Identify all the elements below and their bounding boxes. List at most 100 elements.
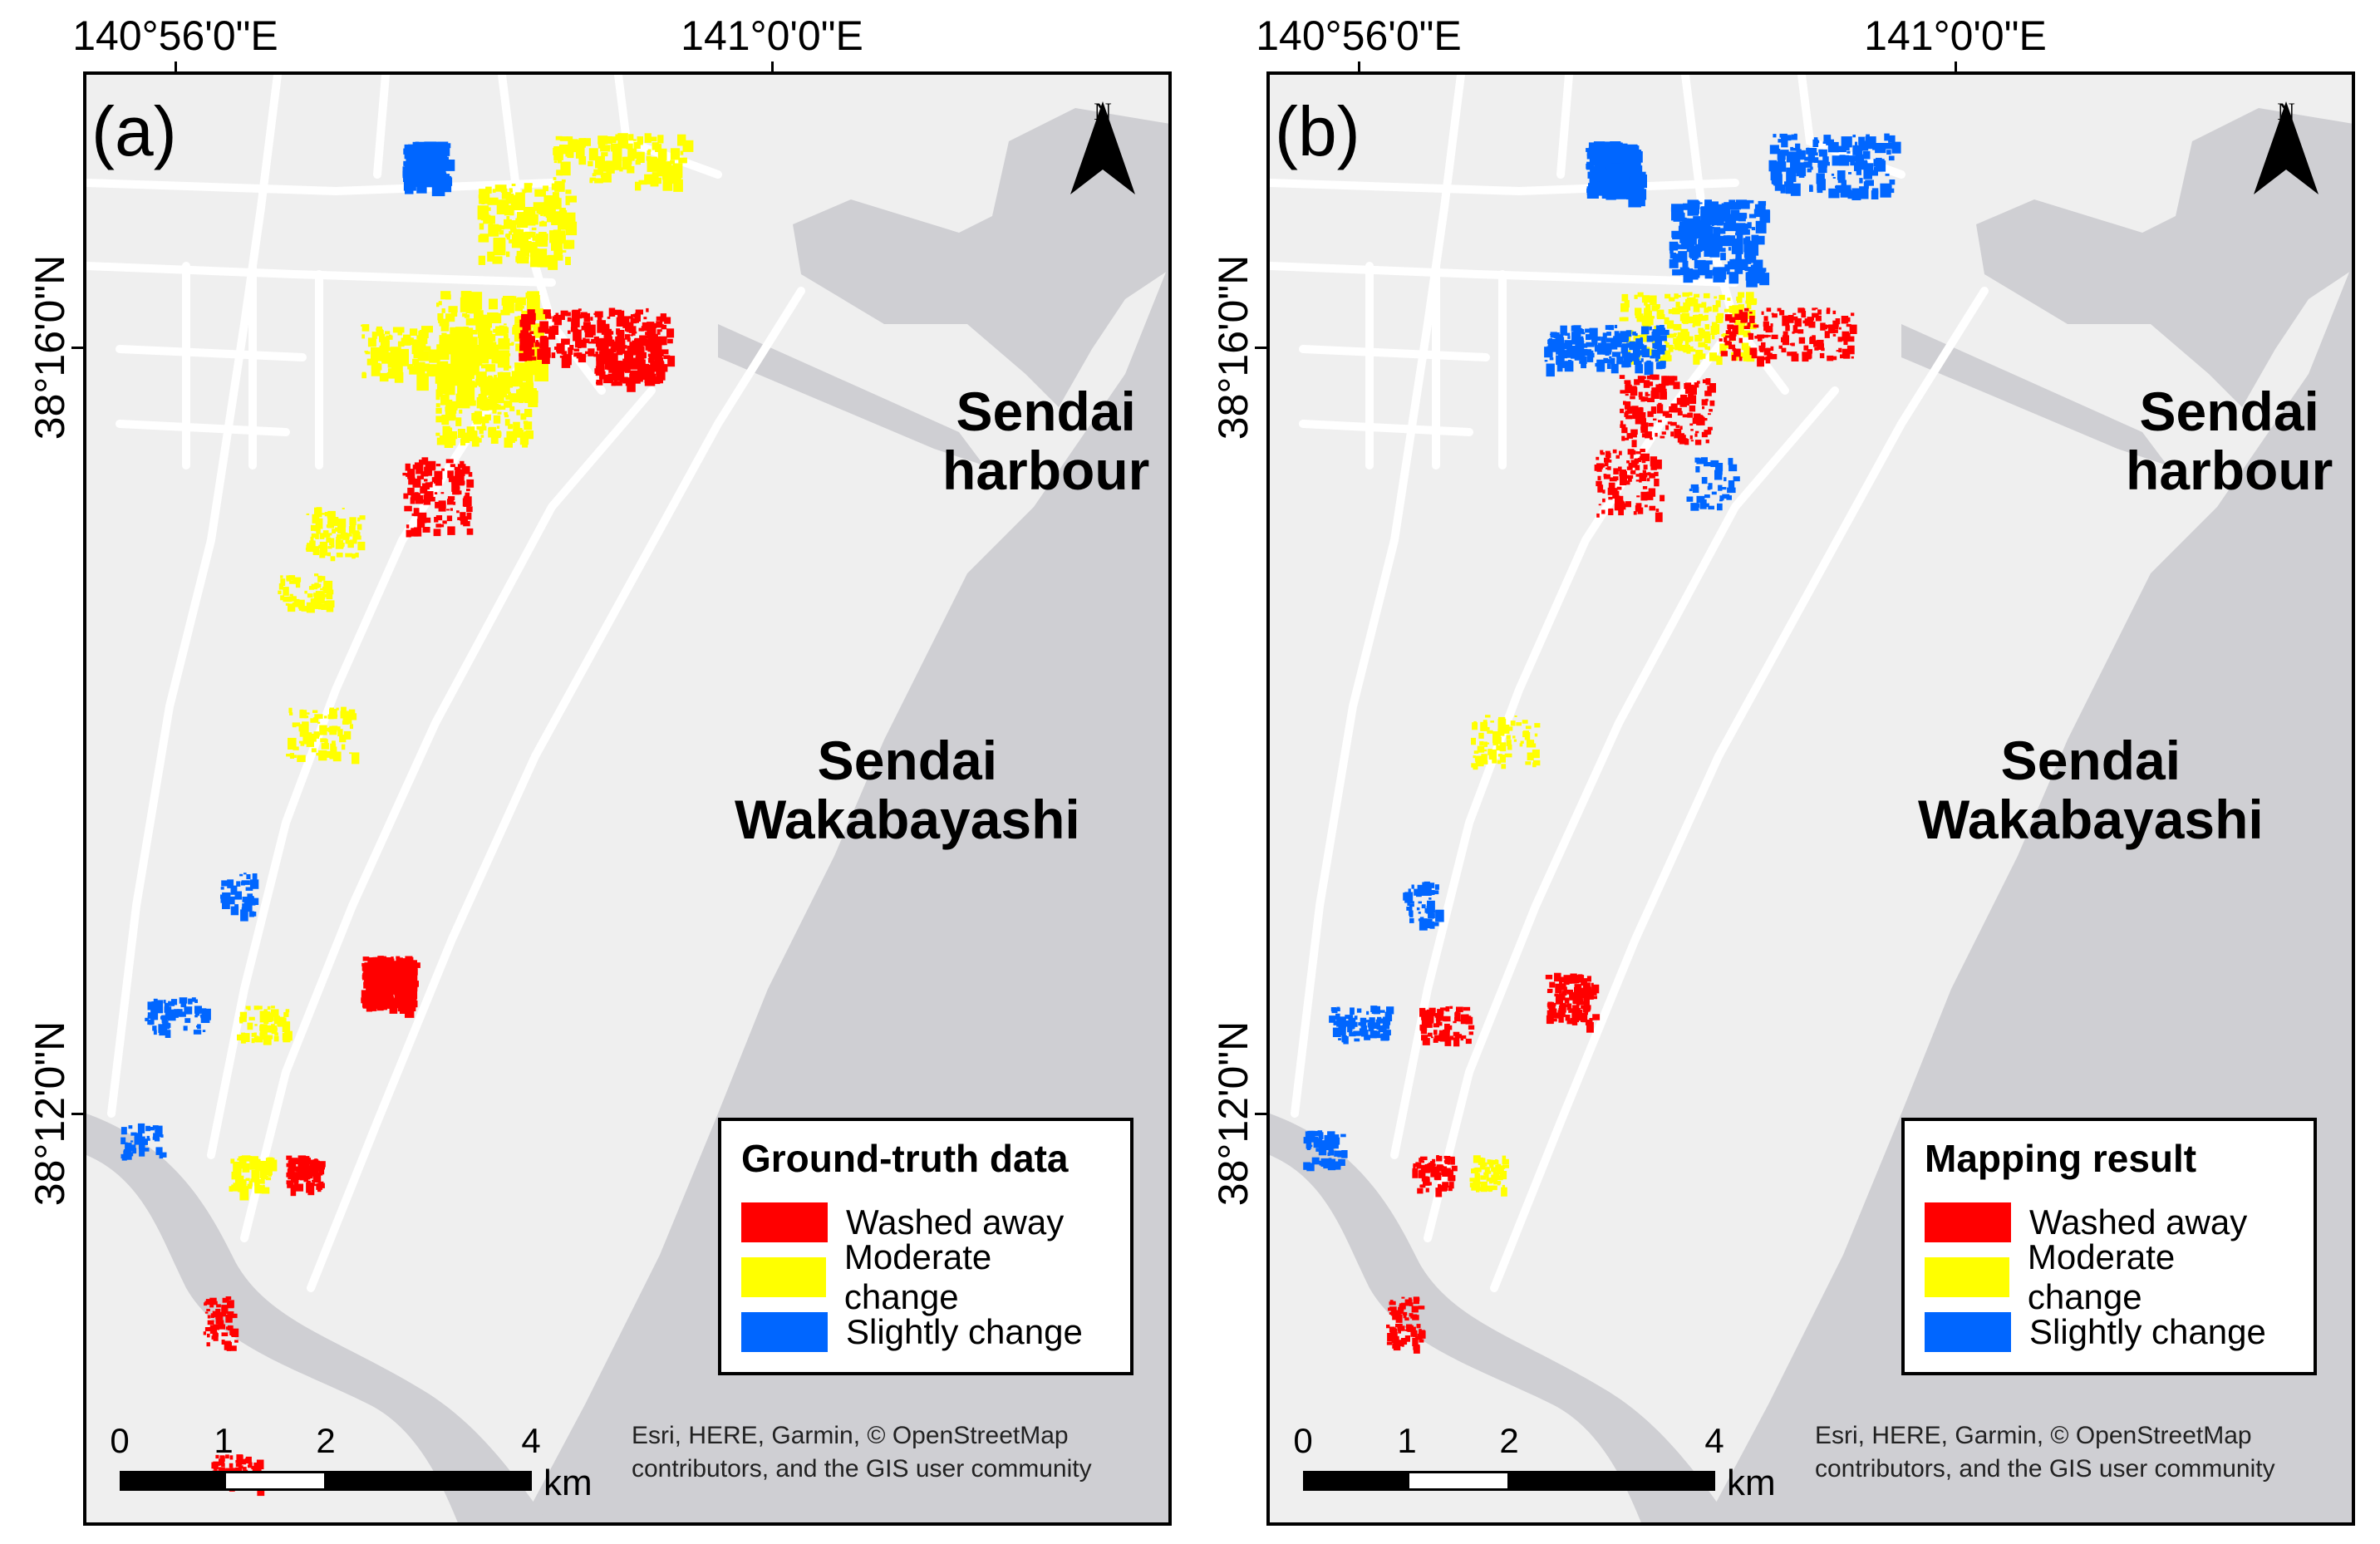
damaged-building-slightly-change <box>1409 903 1414 907</box>
damaged-building-washed-away <box>1840 354 1846 359</box>
damaged-building-slightly-change <box>1407 902 1410 906</box>
damaged-building-slightly-change <box>1696 274 1700 278</box>
damaged-building-washed-away <box>1412 1326 1416 1331</box>
damaged-building-moderate-change <box>367 337 376 347</box>
damaged-building-moderate-change <box>326 750 333 758</box>
damaged-building-washed-away <box>424 479 428 482</box>
damaged-building-washed-away <box>519 319 525 327</box>
damaged-building-slightly-change <box>1871 190 1879 199</box>
damaged-building-washed-away <box>1558 1008 1562 1013</box>
damaged-building-moderate-change <box>445 313 455 322</box>
damaged-building-washed-away <box>1420 1164 1428 1173</box>
damaged-building-washed-away <box>1688 412 1692 416</box>
damaged-building-slightly-change <box>1623 162 1630 170</box>
damaged-building-washed-away <box>433 529 441 537</box>
damaged-building-moderate-change <box>565 189 572 194</box>
damaged-building-slightly-change <box>1349 1032 1356 1037</box>
damaged-building-washed-away <box>235 1467 243 1472</box>
damaged-building-washed-away <box>1389 1312 1392 1315</box>
damaged-building-washed-away <box>615 347 619 352</box>
damaged-building-washed-away <box>1625 393 1629 396</box>
damaged-building-washed-away <box>290 1172 295 1177</box>
damaged-building-slightly-change <box>1564 340 1573 350</box>
damaged-building-moderate-change <box>1649 299 1655 303</box>
damaged-building-slightly-change <box>1711 226 1714 229</box>
damaged-building-moderate-change <box>497 411 502 415</box>
damaged-building-slightly-change <box>1694 259 1706 269</box>
latitude-tick <box>71 347 83 349</box>
damaged-building-washed-away <box>1553 1018 1557 1022</box>
damaged-building-slightly-change <box>1840 188 1849 198</box>
damaged-building-moderate-change <box>1665 342 1669 348</box>
damaged-building-moderate-change <box>445 294 451 300</box>
damaged-building-washed-away <box>1413 1296 1419 1305</box>
damaged-building-moderate-change <box>306 513 310 515</box>
damaged-building-washed-away <box>207 1320 214 1325</box>
damaged-building-slightly-change <box>1547 346 1556 351</box>
map-panel-b: 140°56'0"E 141°0'0"E 38°16'0"N 38°12'0"N… <box>1183 0 2363 1544</box>
damaged-building-moderate-change <box>258 1006 263 1010</box>
longitude-label: 141°0'0"E <box>681 12 863 59</box>
damaged-building-washed-away <box>468 472 473 477</box>
damaged-building-washed-away <box>1580 993 1583 997</box>
damaged-building-slightly-change <box>1715 465 1723 475</box>
damaged-building-moderate-change <box>565 257 571 265</box>
damaged-building-slightly-change <box>1706 234 1714 245</box>
damaged-building-slightly-change <box>1816 173 1825 184</box>
damaged-building-moderate-change <box>283 1011 289 1017</box>
damaged-building-washed-away <box>1448 1173 1454 1182</box>
damaged-building-moderate-change <box>529 242 538 253</box>
damaged-building-moderate-change <box>238 1158 247 1168</box>
damaged-building-washed-away <box>1415 1162 1419 1166</box>
damaged-building-moderate-change <box>532 347 538 352</box>
damaged-building-washed-away <box>243 1469 247 1472</box>
damaged-building-slightly-change <box>1635 338 1644 348</box>
damaged-building-slightly-change <box>1680 238 1685 243</box>
damaged-building-washed-away <box>660 316 666 322</box>
damaged-building-washed-away <box>1644 472 1648 478</box>
damaged-building-moderate-change <box>1501 1187 1507 1197</box>
damaged-building-washed-away <box>1439 1009 1443 1014</box>
damaged-building-moderate-change <box>1493 1181 1500 1185</box>
damaged-building-washed-away <box>557 343 565 354</box>
damaged-building-washed-away <box>1560 983 1565 987</box>
damaged-building-slightly-change <box>1338 1026 1346 1036</box>
damaged-building-moderate-change <box>1488 1179 1493 1184</box>
damaged-building-moderate-change <box>327 546 332 549</box>
damaged-building-moderate-change <box>1478 732 1484 739</box>
damaged-building-moderate-change <box>494 224 502 232</box>
scale-tick-label: 4 <box>521 1421 541 1460</box>
canal <box>718 324 984 465</box>
damaged-building-washed-away <box>412 479 421 488</box>
north-arrow: N <box>2250 98 2322 194</box>
damaged-building-moderate-change <box>509 238 513 243</box>
damaged-building-washed-away <box>595 366 605 376</box>
damaged-building-washed-away <box>466 479 475 488</box>
damaged-building-washed-away <box>1454 1034 1463 1039</box>
damaged-building-slightly-change <box>1846 184 1851 192</box>
damaged-building-moderate-change <box>404 336 407 338</box>
damaged-building-slightly-change <box>147 1012 152 1017</box>
damaged-building-washed-away <box>1639 473 1646 481</box>
legend-label: Washed away <box>2029 1202 2248 1242</box>
damaged-building-slightly-change <box>1738 199 1750 209</box>
damaged-building-washed-away <box>456 475 465 486</box>
damaged-building-slightly-change <box>1682 204 1688 210</box>
damaged-building-moderate-change <box>547 208 553 211</box>
damaged-building-washed-away <box>1414 1344 1420 1348</box>
damaged-building-slightly-change <box>1646 335 1654 342</box>
damaged-building-washed-away <box>238 1456 242 1463</box>
damaged-building-moderate-change <box>441 332 447 338</box>
damaged-building-slightly-change <box>1620 157 1625 160</box>
damaged-building-moderate-change <box>349 724 353 730</box>
damaged-building-slightly-change <box>155 1009 163 1014</box>
damaged-building-moderate-change <box>442 293 446 298</box>
damaged-building-moderate-change <box>319 725 327 735</box>
damaged-building-slightly-change <box>1377 1016 1382 1023</box>
damaged-building-washed-away <box>1743 326 1750 329</box>
damaged-building-washed-away <box>625 322 633 332</box>
damaged-building-slightly-change <box>1626 184 1630 187</box>
damaged-building-moderate-change <box>288 596 294 602</box>
damaged-building-slightly-change <box>242 897 249 902</box>
damaged-building-slightly-change <box>1631 353 1640 361</box>
